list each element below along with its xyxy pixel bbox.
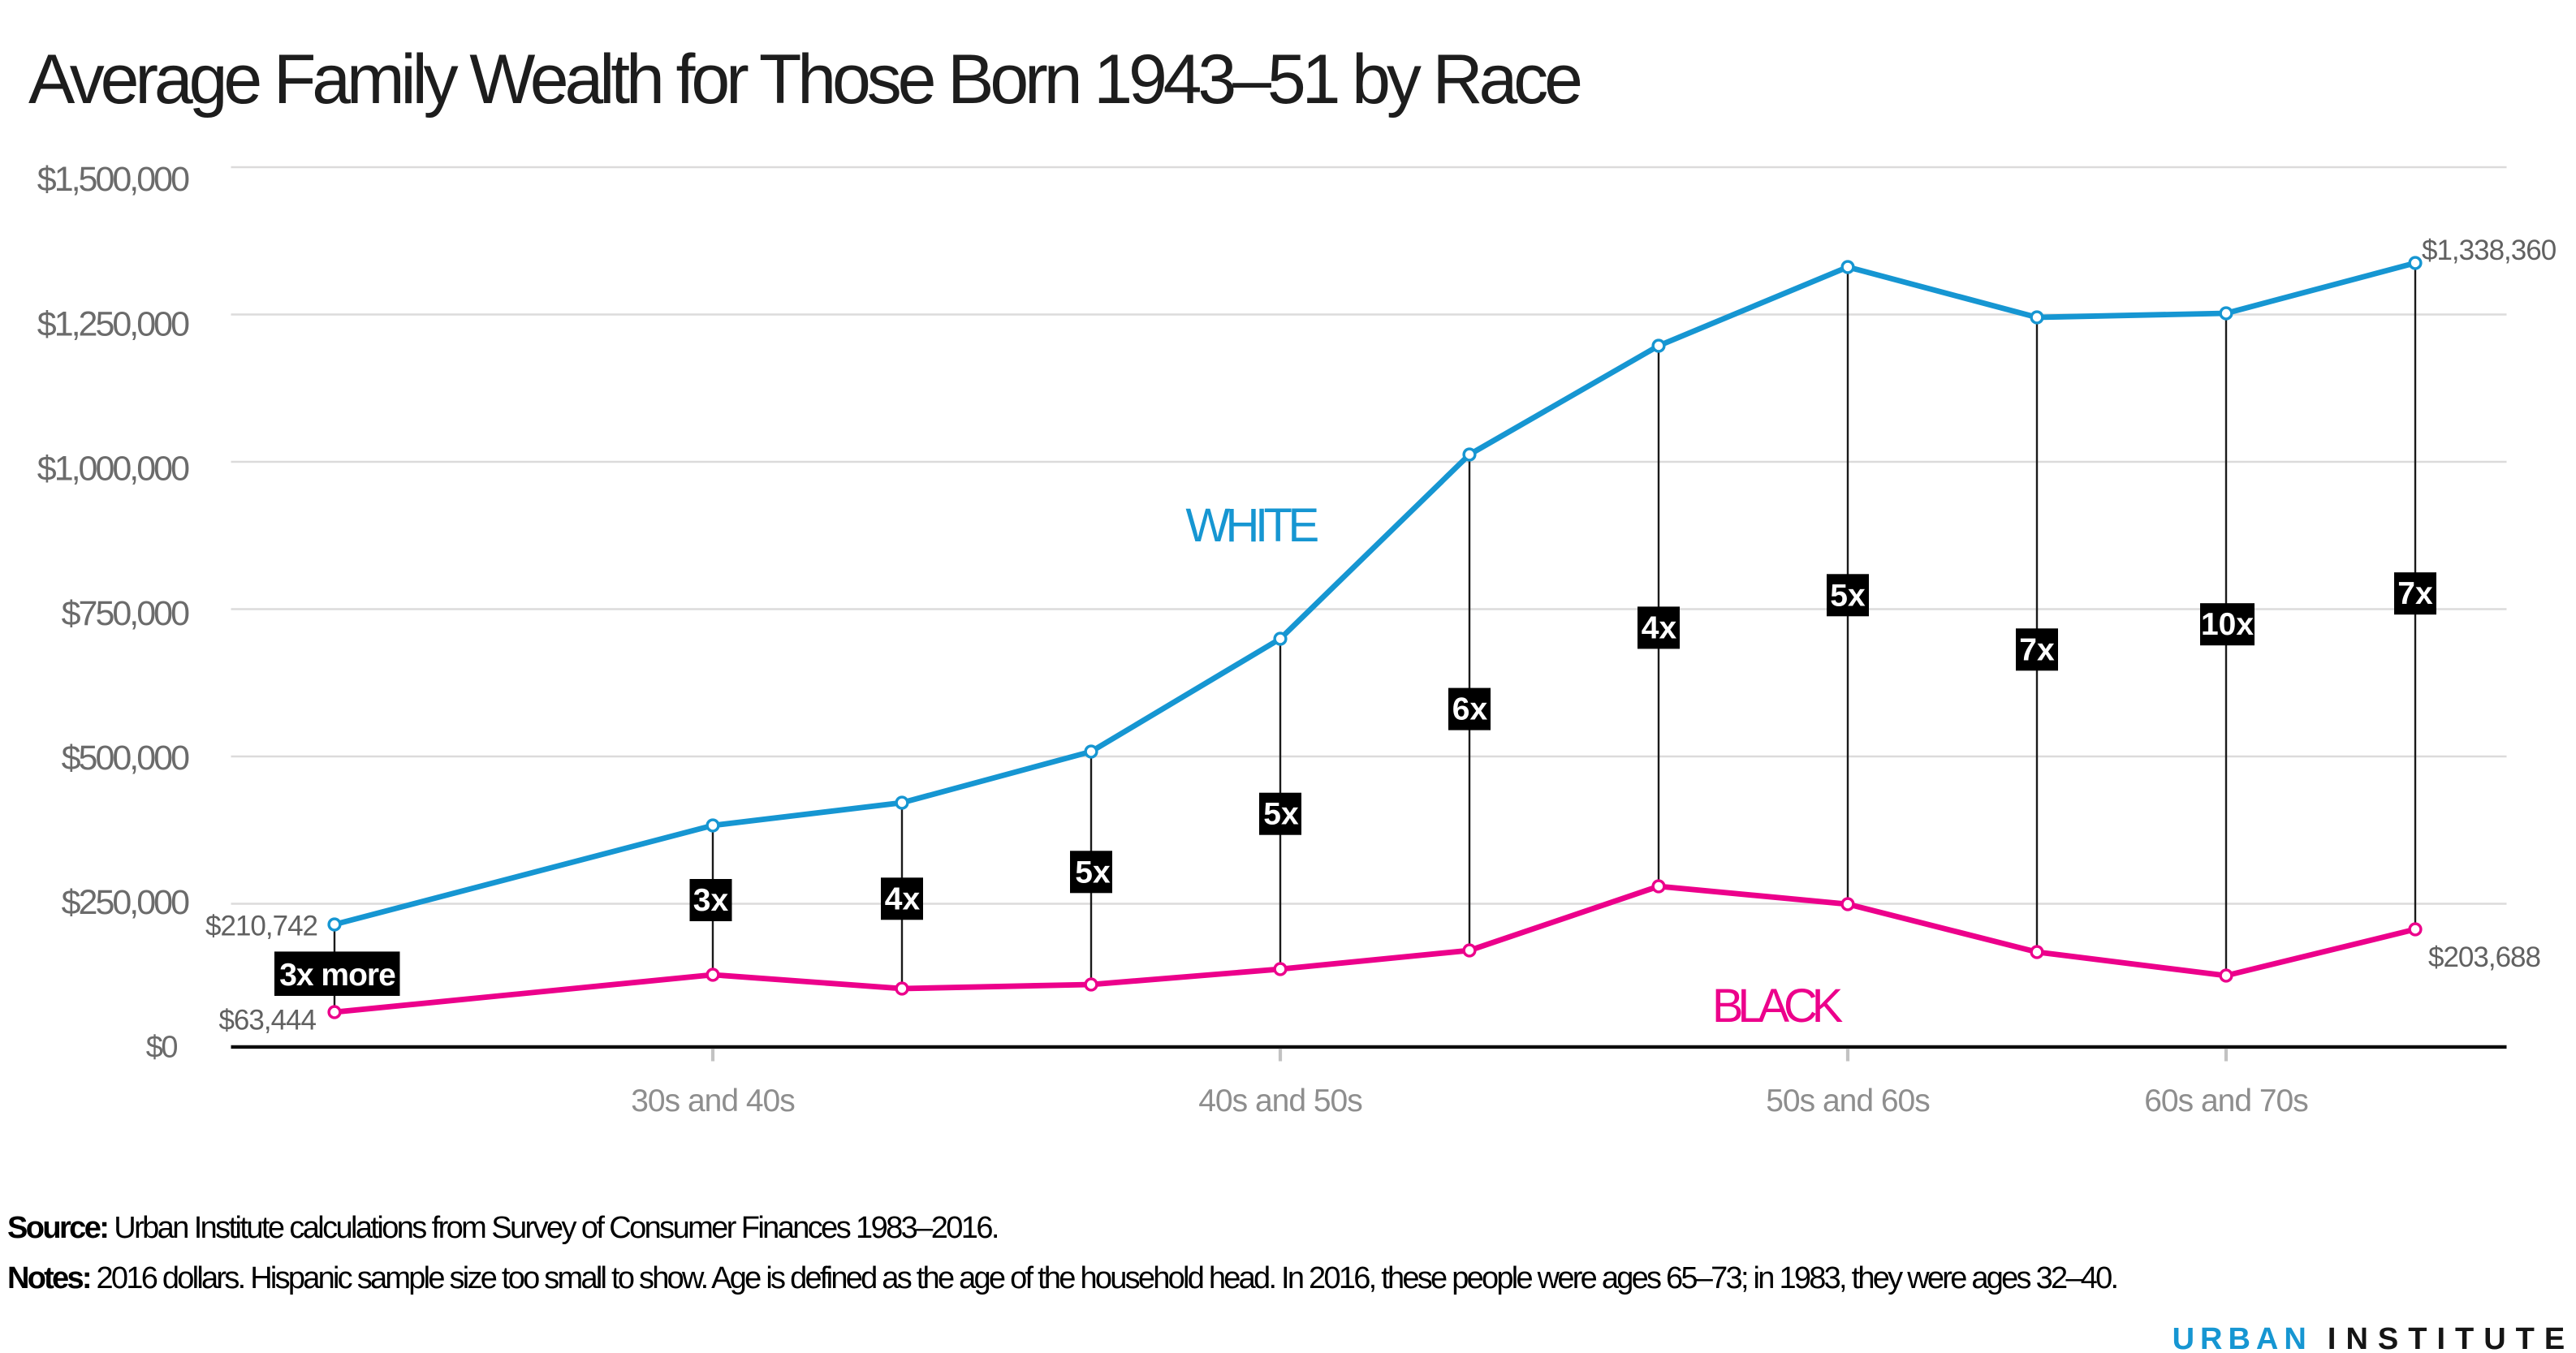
svg-text:30s and 40s: 30s and 40s — [631, 1084, 795, 1118]
svg-text:$63,444: $63,444 — [218, 1005, 316, 1036]
svg-text:7x: 7x — [2019, 632, 2055, 667]
svg-text:5x: 5x — [1263, 797, 1299, 832]
svg-text:INSTITUTE: INSTITUTE — [2328, 1322, 2574, 1353]
svg-text:$203,688: $203,688 — [2428, 941, 2540, 973]
svg-text:60s and 70s: 60s and 70s — [2144, 1084, 2308, 1118]
svg-text:5x: 5x — [1830, 578, 1866, 613]
svg-text:Notes: 2016 dollars. Hispanic: Notes: 2016 dollars. Hispanic sample siz… — [7, 1261, 2117, 1295]
svg-text:$1,250,000: $1,250,000 — [37, 305, 189, 344]
svg-text:Average Family Wealth for Thos: Average Family Wealth for Those Born 194… — [28, 41, 1581, 118]
svg-text:Source: Urban Institute calcul: Source: Urban Institute calculations fro… — [7, 1211, 998, 1245]
svg-text:40s and 50s: 40s and 50s — [1198, 1084, 1362, 1118]
svg-text:3x: 3x — [693, 883, 729, 918]
svg-text:4x: 4x — [1642, 610, 1677, 645]
svg-text:5x: 5x — [1075, 855, 1111, 890]
svg-text:$750,000: $750,000 — [62, 594, 189, 633]
svg-text:$1,000,000: $1,000,000 — [37, 450, 189, 489]
svg-text:WHITE: WHITE — [1185, 499, 1318, 552]
svg-text:$250,000: $250,000 — [62, 883, 189, 922]
svg-text:4x: 4x — [885, 881, 921, 916]
svg-text:3x more: 3x more — [279, 958, 395, 993]
svg-text:50s and 60s: 50s and 60s — [1766, 1084, 1930, 1118]
svg-text:$1,500,000: $1,500,000 — [37, 160, 189, 199]
svg-text:BLACK: BLACK — [1712, 980, 1844, 1032]
svg-text:$210,742: $210,742 — [205, 911, 317, 942]
svg-text:$500,000: $500,000 — [62, 739, 189, 778]
svg-text:URBAN: URBAN — [2173, 1322, 2312, 1353]
svg-text:10x: 10x — [2201, 607, 2254, 642]
svg-text:$0: $0 — [146, 1031, 178, 1065]
svg-text:6x: 6x — [1452, 692, 1488, 727]
svg-text:$1,338,360: $1,338,360 — [2422, 235, 2557, 266]
svg-text:7x: 7x — [2397, 576, 2433, 611]
